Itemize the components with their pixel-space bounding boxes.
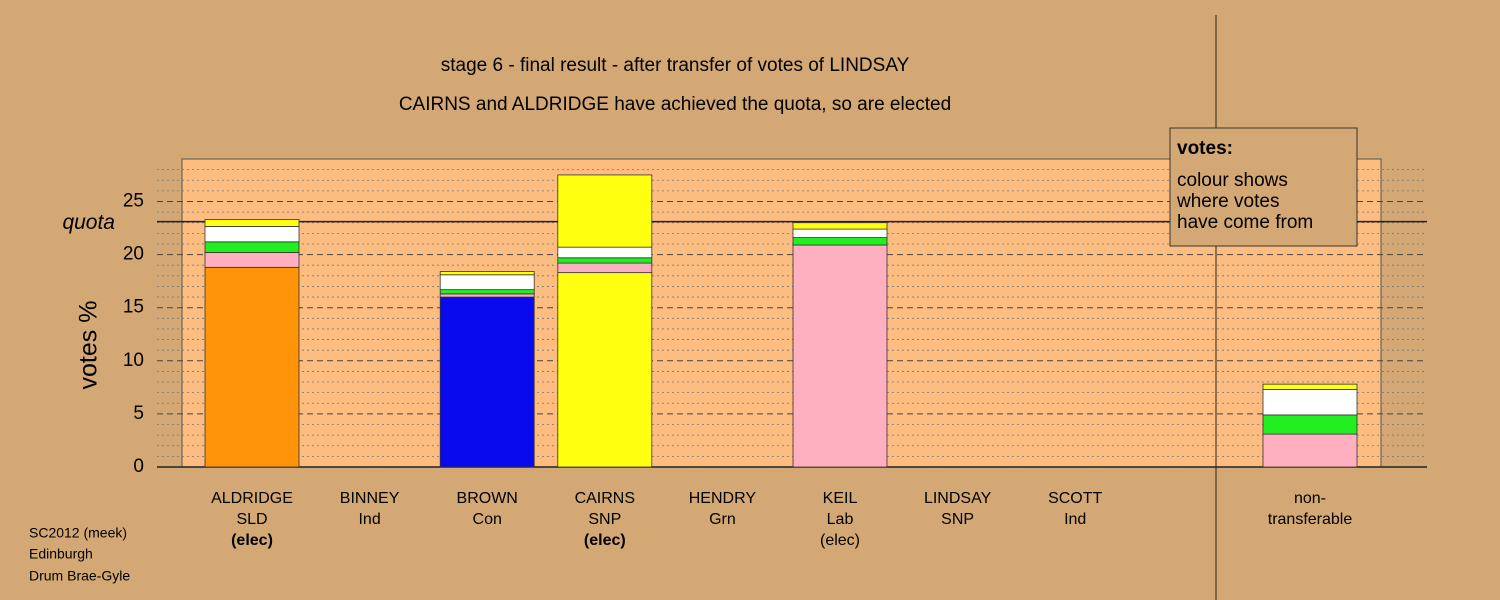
x-tick-label: ALDRIDGE (211, 490, 293, 507)
legend-text: where votes (1176, 191, 1279, 212)
bar-segment (439, 296, 535, 468)
x-tick-label: (elec) (231, 532, 273, 549)
bar-segment (557, 246, 653, 259)
bar-segment (204, 241, 300, 253)
x-tick-label: Ind (358, 511, 380, 528)
bar-segment (1262, 414, 1358, 435)
bar-segment (204, 252, 300, 268)
x-tick-label: BROWN (457, 490, 518, 507)
y-axis-label: votes % (75, 301, 103, 390)
y-tick-label: 10 (123, 350, 144, 371)
bar-segment (204, 226, 300, 243)
footer-text: SC2012 (meek) (29, 525, 127, 541)
bar-segment (439, 274, 535, 291)
legend-text: have come from (1177, 212, 1313, 233)
y-tick-label: 20 (123, 244, 144, 265)
x-tick-label: Lab (827, 511, 854, 528)
x-tick-label: Ind (1064, 511, 1086, 528)
x-tick-label: non- (1294, 490, 1326, 507)
bar-segment (439, 289, 535, 295)
x-tick-label: HENDRY (689, 490, 757, 507)
bar-segment (1262, 389, 1358, 416)
chart-title: stage 6 - final result - after transfer … (441, 55, 910, 76)
x-tick-label: BINNEY (340, 490, 400, 507)
chart-subtitle: CAIRNS and ALDRIDGE have achieved the qu… (399, 94, 951, 115)
y-tick-label: 25 (123, 190, 144, 211)
bar-segment (1262, 433, 1358, 468)
x-tick-label: SCOTT (1048, 490, 1102, 507)
x-tick-label: SNP (588, 511, 621, 528)
bar-segment (1262, 383, 1358, 390)
y-tick-label: 0 (133, 456, 144, 477)
y-tick-label: 15 (123, 297, 144, 318)
bars: ALDRIDGE SLD (elec) BINNEY Ind BROWN Con CAIRNS… (204, 174, 1358, 549)
bar-segment (439, 271, 535, 276)
x-tick-label: (elec) (584, 532, 626, 549)
bar-segment (792, 237, 888, 246)
x-tick-label: (elec) (820, 532, 860, 549)
y-tick-label: 5 (133, 403, 144, 424)
legend-text: colour shows (1177, 170, 1288, 191)
bar-segment (439, 293, 535, 298)
bar-segment (557, 257, 653, 264)
bar-segment (792, 244, 888, 468)
x-tick-label: KEIL (823, 490, 858, 507)
x-tick-label: Grn (709, 511, 736, 528)
bar-segment (204, 266, 300, 468)
x-tick-label: transferable (1268, 511, 1353, 528)
x-tick-label: SNP (941, 511, 974, 528)
bar-segment (557, 262, 653, 274)
footer-text: Drum Brae-Gyle (29, 568, 130, 584)
x-tick-label: LINDSAY (924, 490, 992, 507)
x-tick-label: Con (473, 511, 502, 528)
grid: 0 5 10 15 20 25 quota (62, 169, 1427, 477)
legend-title: votes: (1177, 138, 1233, 159)
footer-text: Edinburgh (29, 546, 93, 562)
bar-segment (557, 174, 653, 248)
legend-box (1169, 127, 1358, 247)
x-tick-label: CAIRNS (575, 490, 635, 507)
bar-segment (792, 228, 888, 238)
quota-label: quota (62, 211, 115, 234)
bar-segment (557, 272, 653, 468)
bar-segment (792, 222, 888, 230)
x-tick-label: SLD (236, 511, 267, 528)
bar-segment (204, 219, 300, 227)
